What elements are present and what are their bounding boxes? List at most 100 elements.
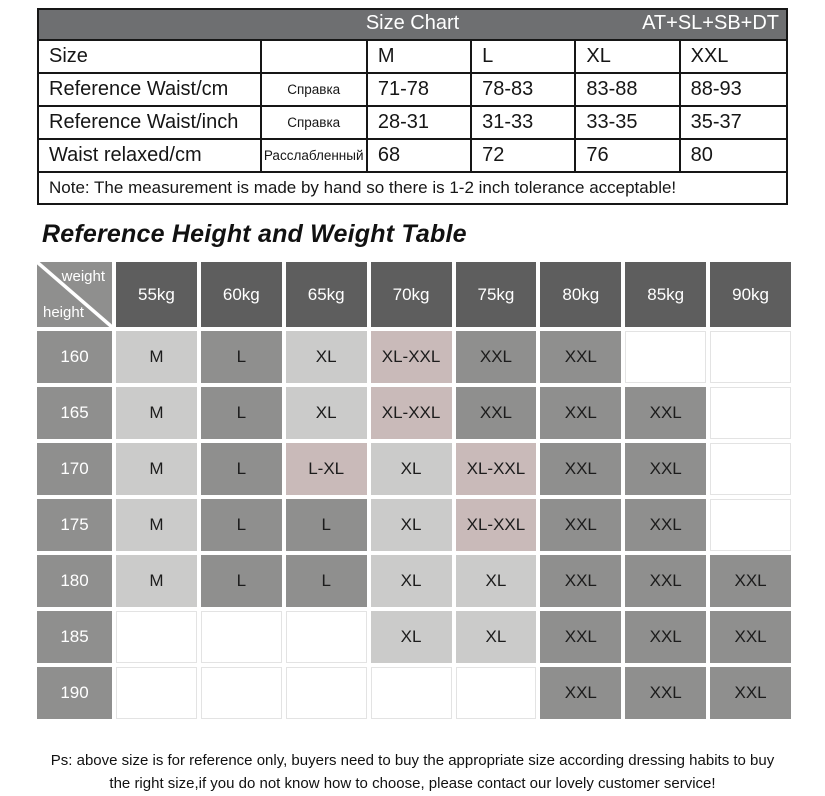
row-label: Reference Waist/inch [37,105,262,140]
height-header-cell: 185 [37,611,112,663]
height-header-cell: 170 [37,443,112,495]
size-matrix-cell: L [200,443,282,495]
size-matrix-cell: XL [370,611,452,663]
size-value-cell: 71-78 [365,72,473,107]
size-matrix-cell: XXL [625,667,707,719]
size-matrix-cell: XXL [540,331,622,383]
size-chart-row: Reference Waist/cm Справка 71-78 78-83 83-88… [37,72,789,107]
size-matrix-cell: XXL [710,667,791,719]
size-matrix-cell: XL [285,387,367,439]
size-matrix-cell: XXL [625,611,707,663]
size-value-cell: 76 [574,138,681,173]
size-matrix-cell: XL-XXL [370,387,452,439]
size-matrix-cell: XXL [540,499,622,551]
size-value-cell: 72 [470,138,577,173]
size-matrix-cell: XXL [625,499,707,551]
size-matrix-cell: M [116,555,197,607]
size-matrix-cell: L [200,555,282,607]
size-matrix-cell: XXL [540,555,622,607]
size-matrix-cell: M [116,331,197,383]
size-value-cell: XL [574,39,681,74]
size-chart-note: Note: The measurement is made by hand so… [37,171,788,205]
weight-header-cell: 85kg [625,262,707,327]
size-matrix-cell: XL [455,611,537,663]
size-value-cell: 33-35 [574,105,681,140]
size-matrix-cell: XXL [540,611,622,663]
weight-header-cell: 60kg [200,262,282,327]
weight-header-cell: 55kg [116,262,197,327]
size-value-cell: 78-83 [470,72,577,107]
size-value-cell: XXL [678,39,789,74]
height-weight-grid: weight height 55kg 60kg 65kg 70kg 75kg 80kg 85… [37,262,791,719]
footer-note-line2: the right size,if you do not know how to… [109,775,716,793]
size-chart-row: Reference Waist/inch Справка 28-31 31-33 33-… [37,105,789,140]
size-matrix-cell: L [285,555,367,607]
height-weight-table-title: Reference Height and Weight Table [42,220,467,248]
weight-header-cell: 90kg [710,262,791,327]
weight-header-cell: 75kg [455,262,537,327]
weight-header-cell: 80kg [540,262,622,327]
size-matrix-cell: XXL [625,555,707,607]
size-matrix-cell: XL [370,499,452,551]
size-matrix-cell: L [200,499,282,551]
height-header-cell: 165 [37,387,112,439]
corner-height-label: height [43,304,84,321]
size-chart-row: Size M L XL XXL [37,39,789,74]
size-matrix-cell [116,667,197,719]
size-matrix-cell: M [116,443,197,495]
size-matrix-cell [370,667,452,719]
size-matrix-cell [116,611,197,663]
size-matrix-cell: XXL [710,555,791,607]
size-value-cell: M [365,39,473,74]
size-matrix-cell [625,331,707,383]
size-matrix-cell: XXL [540,387,622,439]
corner-weight-label: weight [61,268,105,285]
size-chart-header: Size Chart AT+SL+SB+DT [37,8,788,41]
size-matrix-cell: L [200,331,282,383]
weight-header-cell: 70kg [370,262,452,327]
size-matrix-cell: XXL [455,387,537,439]
size-matrix-cell [285,611,367,663]
size-matrix-cell: XL [370,443,452,495]
row-label: Reference Waist/cm [37,72,262,107]
size-matrix-cell: XXL [625,443,707,495]
size-matrix-cell [710,331,791,383]
diagonal-divider-icon [37,262,112,327]
size-matrix-cell [710,387,791,439]
size-matrix-cell [200,611,282,663]
size-value-cell: 83-88 [574,72,681,107]
size-matrix-cell: XXL [540,667,622,719]
size-value-cell: 80 [678,138,789,173]
size-matrix-cell: XL [370,555,452,607]
size-matrix-cell: XL-XXL [370,331,452,383]
size-matrix-cell [710,499,791,551]
height-header-cell: 180 [37,555,112,607]
size-chart-header-row: Size Chart AT+SL+SB+DT [37,8,788,41]
size-value-cell: L [470,39,577,74]
size-chart-title: Size Chart [365,12,460,34]
row-label: Size [37,39,262,74]
size-matrix-cell: XL [285,331,367,383]
size-chart-body: Size Chart AT+SL+SB+DT Size M L XL XXL Refere… [37,8,789,205]
size-matrix-cell: XXL [710,611,791,663]
size-chart-note-row: Note: The measurement is made by hand so… [37,171,788,205]
size-value-cell: 88-93 [678,72,789,107]
size-matrix-cell [455,667,537,719]
footer-note: Ps: above size is for reference only, bu… [0,749,825,796]
size-matrix-cell [200,667,282,719]
size-value-cell: 35-37 [678,105,789,140]
height-header-cell: 190 [37,667,112,719]
size-matrix-cell: XL-XXL [455,499,537,551]
height-header-cell: 175 [37,499,112,551]
height-header-cell: 160 [37,331,112,383]
corner-header-cell: weight height [37,262,112,327]
size-matrix-cell [710,443,791,495]
footer-note-line1: Ps: above size is for reference only, bu… [50,752,775,769]
size-chart-table: Size Chart AT+SL+SB+DT Size M L XL XXL Refere… [37,8,789,205]
size-matrix-cell: M [116,499,197,551]
size-matrix-cell: XL-XXL [455,443,537,495]
size-matrix-cell: M [116,387,197,439]
row-note-russian: Справка [259,105,368,140]
weight-header-cell: 65kg [285,262,367,327]
size-chart-code: AT+SL+SB+DT [642,12,779,34]
